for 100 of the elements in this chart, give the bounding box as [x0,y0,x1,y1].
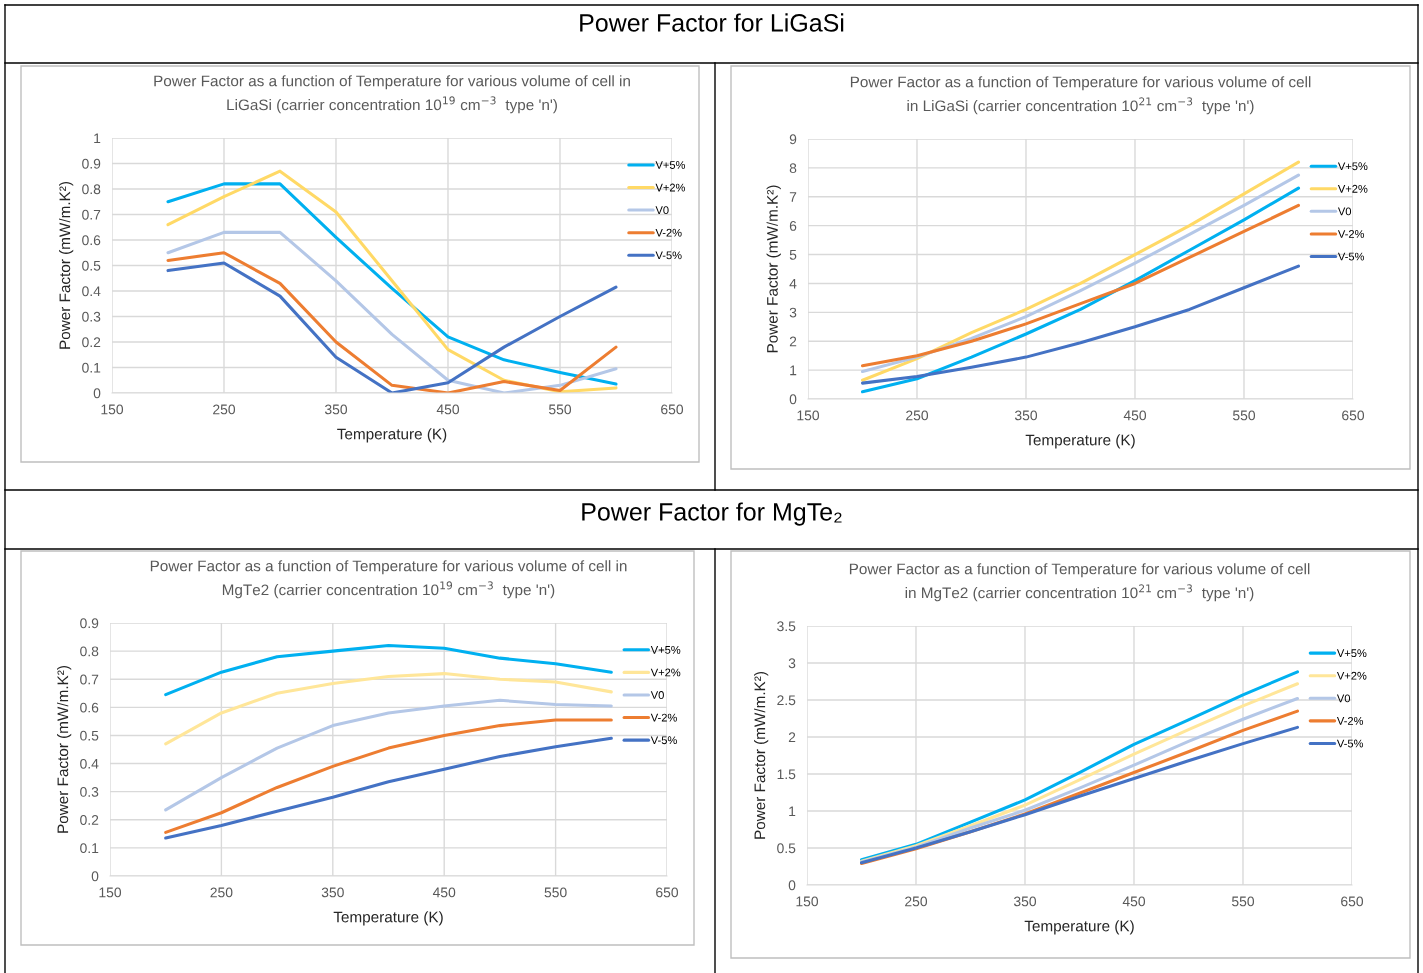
legend-label: V-5% [655,251,682,260]
text: Power Factor for LiGaSi [580,13,844,32]
legend-label: V-5% [1336,739,1364,748]
y-tick-label: 4 [789,278,797,289]
y-tick-label: 9 [789,134,797,145]
y-tick-label: 0.8 [80,646,99,657]
legend-label: V+2% [650,668,681,677]
y-tick-label: 0 [91,871,99,882]
line-series [860,264,1301,385]
y-tick-label: 6 [789,221,797,231]
y-axis-title: Power Factor (mW/m.K²) [59,181,74,349]
y-tick-label: 7 [789,192,797,202]
x-tick-label: 350 [324,404,348,415]
x-axis-title: Temperature (K) [337,428,447,443]
y-axis-title: Power Factor (mW/m.K²) [754,671,769,839]
y-tick-label: 0.1 [80,843,99,854]
y-tick-label: 0.5 [82,260,101,271]
y-tick-label: 1.5 [777,769,796,780]
y-tick-label: 0 [789,394,797,405]
y-tick-label: 0.7 [82,209,101,220]
x-tick-label: 450 [432,887,456,898]
x-tick-label: 350 [1013,896,1037,907]
y-tick-label: 2 [789,336,797,347]
y-tick-label: 0.6 [82,235,101,246]
x-tick-label: 550 [1232,410,1256,421]
legend-label: V-2% [1337,230,1365,238]
line-series [164,643,613,697]
y-tick-label: 0.1 [82,362,101,373]
x-tick-label: 250 [213,404,236,415]
y-tick-label: 1 [789,806,796,817]
x-tick-label: 650 [1342,410,1365,421]
x-tick-label: 650 [656,887,679,898]
x-tick-label: 450 [436,404,460,415]
x-tick-label: 650 [661,404,684,415]
y-tick-label: 8 [789,163,797,174]
y-tick-label: 0.9 [82,158,101,169]
y-tick-label: 0.9 [80,618,99,629]
legend-label: V+5% [1336,649,1367,658]
legend-label: V-2% [1336,716,1364,725]
x-tick-label: 550 [1231,896,1255,907]
legend-label: V0 [655,206,669,215]
chart-title: Power Factor as a function of Temperature for various volume of cell in MgTe2 (carrier concentration 10$^{19}$ cm$^{−3}$ type 'n') [150,560,627,599]
x-tick-label: 350 [1014,410,1038,421]
chart-title: Power Factor as a function of Temperature for various volume of cell in LiGaSi (carrier concentration 10$^{19}$ cm$^{−3}$ type 'n') [154,75,630,114]
legend-label: V+5% [650,645,681,654]
legend-label: V0 [1336,694,1351,703]
y-tick-label: 0.4 [80,758,99,769]
y-tick-label: 2.5 [777,695,796,706]
x-tick-label: 250 [906,410,929,421]
y-tick-label: 0.7 [80,674,99,685]
y-tick-label: 2 [788,732,796,743]
legend-label: V0 [650,691,664,699]
legend-label: V+5% [1337,162,1368,171]
x-tick-label: 450 [1123,410,1147,421]
legend-label: V-5% [1337,252,1365,261]
x-tick-label: 550 [548,404,572,415]
y-tick-label: 3.5 [777,621,796,632]
legend-label: V-2% [655,228,682,237]
x-tick-label: 550 [544,887,567,898]
y-tick-label: 0.6 [80,702,99,713]
chart-title: Power Factor as a function of Temperature for various volume of cell in MgTe2 (carrier concentration 10$^{21}$ cm$^{−3}$ type 'n') [849,563,1310,602]
legend-label: V-5% [650,736,677,745]
legend-label: V0 [1337,207,1352,216]
y-tick-label: 0.2 [80,815,99,825]
y-tick-label: 1 [790,365,797,376]
legend-label: V+2% [1336,671,1367,680]
y-tick-label: 0.4 [82,286,101,297]
x-tick-label: 350 [321,887,344,898]
y-tick-label: 0.2 [82,337,101,348]
y-tick-label: 0.8 [82,184,101,195]
y-axis-title: Power Factor (mW/m.K²) [766,185,781,353]
legend-label: V+2% [1337,184,1368,193]
line-series [164,672,613,746]
y-tick-label: 3 [789,307,797,318]
x-tick-label: 150 [796,896,819,907]
y-tick-label: 0 [93,388,101,399]
x-tick-label: 150 [99,887,122,898]
text: Power Factor for MgTe₂ [582,502,842,526]
x-axis-title: Temperature (K) [1025,434,1135,449]
y-tick-label: 0 [788,880,796,891]
y-tick-label: 0.5 [80,730,99,741]
x-tick-label: 150 [101,404,124,415]
line-series [164,718,613,834]
y-tick-label: 1 [94,133,101,144]
line-series [164,698,613,812]
y-tick-label: 3 [788,658,796,669]
x-axis-title: Temperature (K) [1024,920,1134,935]
y-tick-label: 5 [789,250,797,260]
legend-label: V-2% [650,713,677,722]
x-axis-title: Temperature (K) [333,911,443,926]
y-axis-title: Power Factor (mW/m.K²) [57,665,72,833]
chart-title: Power Factor as a function of Temperature for various volume of cell in LiGaSi (carrier concentration 10$^{21}$ cm$^{−3}$ type 'n') [850,76,1311,115]
x-tick-label: 450 [1122,896,1146,907]
line-series [860,203,1301,368]
line-series [164,736,613,840]
x-tick-label: 250 [210,887,233,898]
x-tick-label: 250 [905,896,928,907]
legend-label: V+2% [655,183,686,192]
y-tick-label: 0.5 [777,843,796,854]
x-tick-label: 150 [797,410,820,421]
